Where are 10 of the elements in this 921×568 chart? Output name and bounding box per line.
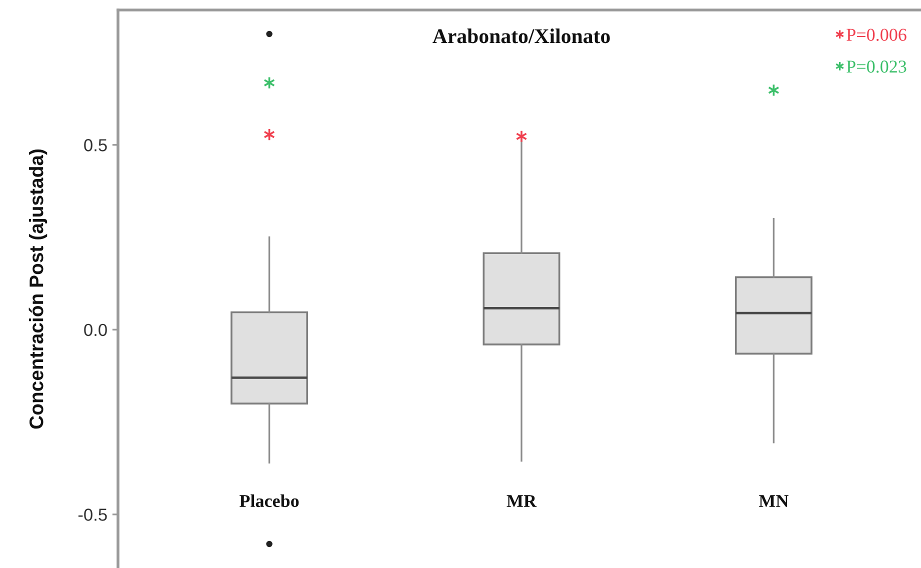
legend-label: P=0.023 [846, 60, 906, 73]
y-tick-label: 0.5 [84, 139, 107, 152]
y-tick-label: -0.5 [78, 508, 107, 521]
text: Arabonato/Xilonato [432, 28, 610, 44]
x-tick-label: MR [506, 495, 537, 507]
x-tick-label: Placebo [240, 494, 299, 508]
x-tick-label: MN [758, 495, 788, 507]
y-tick-label: 0.0 [84, 324, 107, 336]
legend-label: P=0.006 [846, 28, 906, 41]
y-axis-title: Concentración Post (ajustada) [28, 150, 48, 429]
